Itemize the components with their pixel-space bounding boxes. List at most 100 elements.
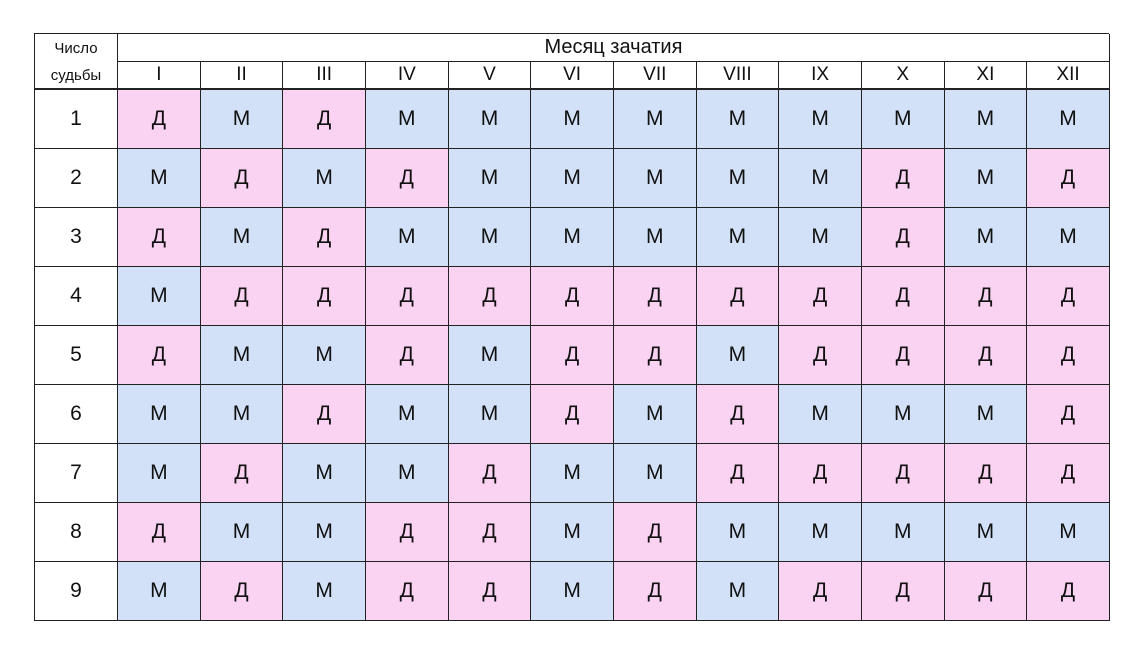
month-header: I bbox=[118, 62, 201, 90]
gender-cell: М bbox=[861, 90, 945, 149]
gender-cell: М bbox=[448, 326, 532, 385]
gender-cell: М bbox=[531, 90, 614, 149]
gender-cell: М bbox=[531, 149, 614, 208]
gender-cell: М bbox=[1027, 90, 1110, 149]
destiny-number: 2 bbox=[35, 149, 118, 208]
gender-cell: Д bbox=[365, 267, 449, 326]
gender-cell: Д bbox=[118, 208, 201, 267]
gender-cell: Д bbox=[861, 444, 945, 503]
month-header: XI bbox=[944, 62, 1028, 90]
gender-cell: Д bbox=[365, 149, 449, 208]
gender-cell: Д bbox=[861, 562, 945, 621]
gender-cell: М bbox=[696, 149, 780, 208]
gender-cell: М bbox=[1027, 503, 1110, 562]
gender-cell: М bbox=[118, 267, 201, 326]
destiny-number-header-line2: судьбы bbox=[35, 62, 118, 90]
gender-cell: М bbox=[613, 444, 697, 503]
gender-cell: Д bbox=[200, 562, 284, 621]
gender-cell: М bbox=[118, 385, 201, 444]
gender-cell: Д bbox=[779, 562, 862, 621]
gender-cell: М bbox=[779, 503, 862, 562]
gender-cell: Д bbox=[861, 149, 945, 208]
gender-cell: М bbox=[613, 90, 697, 149]
gender-cell: Д bbox=[696, 444, 780, 503]
gender-cell: М bbox=[283, 444, 366, 503]
gender-cell: М bbox=[365, 90, 449, 149]
destiny-number: 1 bbox=[35, 90, 118, 149]
gender-cell: М bbox=[448, 208, 532, 267]
destiny-number: 6 bbox=[35, 385, 118, 444]
gender-cell: М bbox=[531, 444, 614, 503]
gender-cell: М bbox=[696, 90, 780, 149]
gender-cell: М bbox=[118, 562, 201, 621]
gender-cell: Д bbox=[779, 267, 862, 326]
destiny-number: 5 bbox=[35, 326, 118, 385]
gender-cell: Д bbox=[613, 503, 697, 562]
gender-cell: Д bbox=[944, 444, 1028, 503]
destiny-number: 7 bbox=[35, 444, 118, 503]
gender-cell: М bbox=[200, 326, 284, 385]
gender-cell: М bbox=[696, 562, 780, 621]
gender-cell: Д bbox=[779, 326, 862, 385]
gender-cell: М bbox=[696, 208, 780, 267]
gender-cell: М bbox=[448, 149, 532, 208]
gender-cell: Д bbox=[283, 267, 366, 326]
month-header: IX bbox=[779, 62, 862, 90]
gender-cell: Д bbox=[118, 326, 201, 385]
gender-cell: Д bbox=[944, 326, 1028, 385]
gender-cell: М bbox=[283, 562, 366, 621]
conception-month-header: Месяц зачатия bbox=[118, 34, 1110, 62]
gender-cell: М bbox=[1027, 208, 1110, 267]
gender-cell: Д bbox=[1027, 385, 1110, 444]
gender-cell: Д bbox=[365, 562, 449, 621]
gender-cell: Д bbox=[861, 267, 945, 326]
gender-cell: М bbox=[531, 562, 614, 621]
gender-cell: Д bbox=[696, 385, 780, 444]
gender-cell: М bbox=[200, 503, 284, 562]
gender-cell: Д bbox=[1027, 326, 1110, 385]
month-header: X bbox=[861, 62, 945, 90]
gender-cell: М bbox=[861, 503, 945, 562]
gender-cell: Д bbox=[696, 267, 780, 326]
gender-cell: М bbox=[531, 208, 614, 267]
gender-cell: М bbox=[200, 385, 284, 444]
gender-cell: Д bbox=[365, 326, 449, 385]
month-header: III bbox=[283, 62, 366, 90]
month-header: VI bbox=[531, 62, 614, 90]
destiny-number: 4 bbox=[35, 267, 118, 326]
gender-cell: Д bbox=[118, 90, 201, 149]
gender-cell: Д bbox=[531, 385, 614, 444]
destiny-number: 9 bbox=[35, 562, 118, 621]
gender-cell: Д bbox=[200, 149, 284, 208]
month-header: IV bbox=[365, 62, 449, 90]
month-header: VIII bbox=[696, 62, 780, 90]
gender-cell: Д bbox=[448, 444, 532, 503]
gender-cell: Д bbox=[200, 444, 284, 503]
destiny-number: 8 bbox=[35, 503, 118, 562]
gender-cell: М bbox=[779, 208, 862, 267]
gender-cell: М bbox=[365, 385, 449, 444]
gender-cell: Д bbox=[861, 326, 945, 385]
gender-cell: М bbox=[944, 503, 1028, 562]
gender-cell: М bbox=[118, 149, 201, 208]
gender-cell: Д bbox=[531, 326, 614, 385]
gender-cell: Д bbox=[200, 267, 284, 326]
gender-cell: М bbox=[200, 208, 284, 267]
gender-cell: Д bbox=[448, 503, 532, 562]
gender-cell: Д bbox=[283, 385, 366, 444]
gender-cell: М bbox=[365, 208, 449, 267]
gender-cell: М bbox=[283, 503, 366, 562]
gender-cell: Д bbox=[365, 503, 449, 562]
gender-cell: Д bbox=[448, 267, 532, 326]
gender-cell: М bbox=[200, 90, 284, 149]
gender-cell: М bbox=[365, 444, 449, 503]
gender-cell: Д bbox=[448, 562, 532, 621]
destiny-number: 3 bbox=[35, 208, 118, 267]
gender-cell: М bbox=[696, 326, 780, 385]
gender-cell: М bbox=[944, 385, 1028, 444]
conception-month-table: Число Месяц зачатия судьбы I II III IV V VI VI… bbox=[34, 33, 1110, 621]
gender-cell: М bbox=[448, 385, 532, 444]
gender-cell: М bbox=[779, 90, 862, 149]
gender-cell: М bbox=[283, 149, 366, 208]
gender-cell: М bbox=[696, 503, 780, 562]
